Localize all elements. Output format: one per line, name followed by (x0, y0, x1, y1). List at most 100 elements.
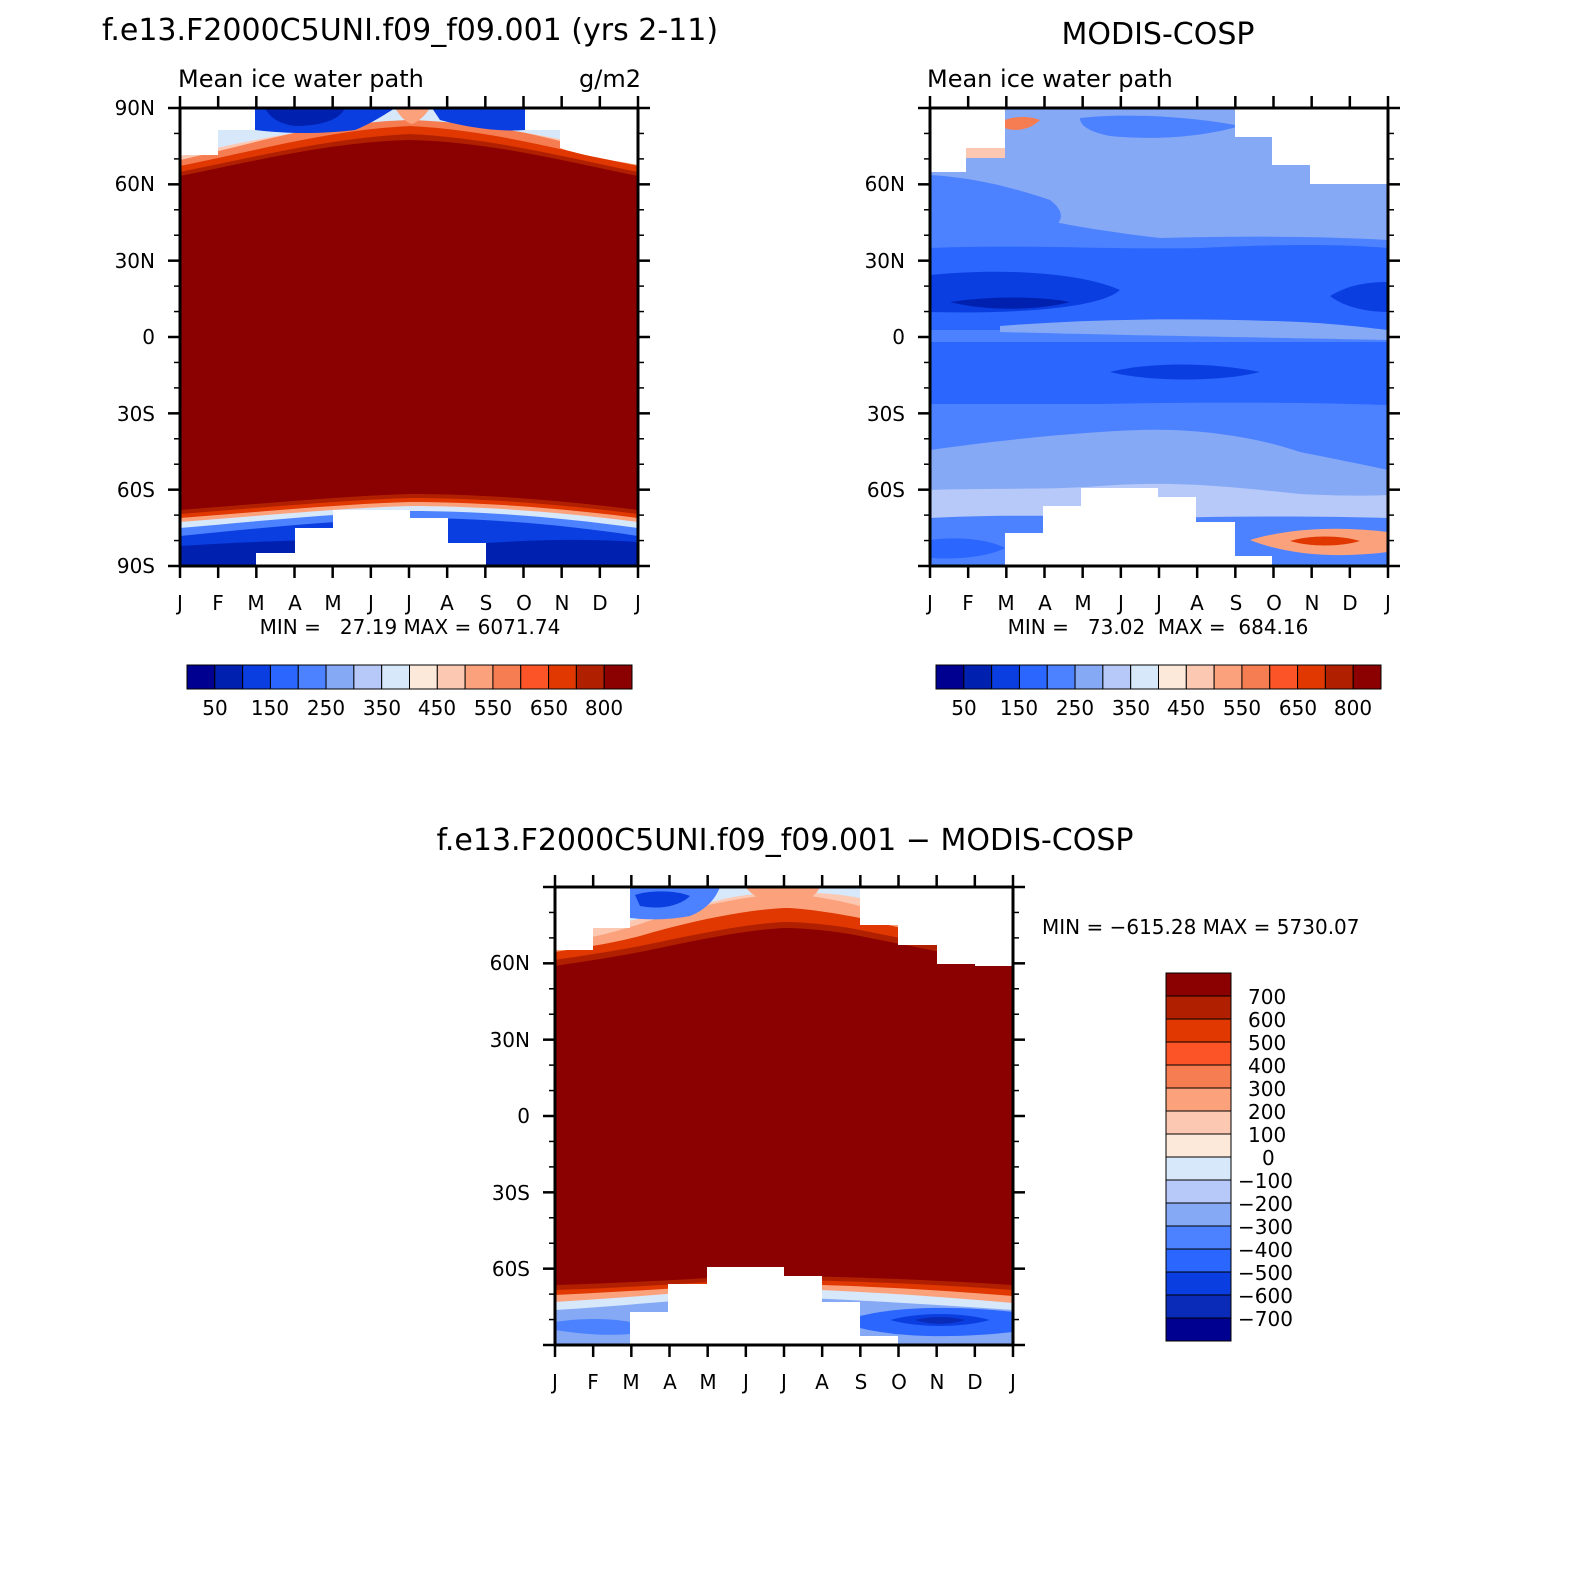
diff-colorbar-label: −700 (1238, 1307, 1293, 1331)
model-field (180, 108, 638, 566)
model-north-region-verylow (265, 108, 345, 126)
colorbar-swatch (1165, 972, 1232, 997)
colorbar-swatch (214, 664, 244, 690)
model-colorbar-labels: 50 150 250 350 450 550 650 800 (202, 696, 623, 720)
diff-x-tick-label: O (891, 1370, 907, 1394)
colorbar-swatch (1165, 1202, 1232, 1227)
obs-x-tick-label: D (1342, 591, 1357, 615)
model-colorbar-label: 450 (418, 696, 456, 720)
diff-field (555, 887, 1013, 1345)
model-variable-label: Mean ice water path (178, 65, 424, 93)
model-y-tick-label: 30S (117, 402, 155, 426)
obs-ticks (918, 96, 1400, 578)
model-units-label: g/m2 (579, 65, 641, 93)
obs-region-arctic-peak (1005, 117, 1040, 130)
diff-colorbar-label: −500 (1238, 1261, 1293, 1285)
diff-colorbar-label: 700 (1248, 985, 1286, 1009)
model-x-tick-label: N (555, 591, 570, 615)
diff-y-tick-label: 60N (490, 951, 530, 975)
diff-south-missing (630, 1267, 898, 1345)
obs-y-tick-label: 0 (892, 325, 905, 349)
diff-x-tick-label: J (779, 1370, 787, 1394)
obs-colorbar (935, 664, 1382, 690)
model-x-tick-label: M (324, 591, 341, 615)
obs-x-tick-labels: J F M A M J J A S O N D J (925, 591, 1391, 615)
obs-region-band-3 (1330, 282, 1388, 312)
obs-x-tick-label: A (1190, 591, 1204, 615)
obs-colorbar-label: 650 (1279, 696, 1317, 720)
diff-x-tick-label: M (699, 1370, 716, 1394)
model-x-tick-label: D (592, 591, 607, 615)
model-colorbar-label: 800 (585, 696, 623, 720)
diff-x-tick-label: S (855, 1370, 868, 1394)
model-colorbar-label: 150 (251, 696, 289, 720)
diff-min-max: MIN = −615.28 MAX = 5730.07 (1042, 915, 1360, 939)
diff-x-tick-label: F (587, 1370, 599, 1394)
model-x-tick-label: J (404, 591, 412, 615)
model-north-region-low-2 (432, 108, 525, 131)
obs-x-tick-label: M (1074, 591, 1091, 615)
diff-south-neg-2 (555, 1319, 630, 1335)
obs-region-arctic-warm (966, 148, 1005, 158)
colorbar-swatch (1165, 1110, 1232, 1135)
obs-x-tick-label: S (1230, 591, 1243, 615)
diff-x-tick-label: J (741, 1370, 749, 1394)
diff-north-missing (555, 887, 1013, 966)
colorbar-swatch (1297, 664, 1326, 690)
diff-x-tick-label: D (967, 1370, 982, 1394)
colorbar-swatch (436, 664, 466, 690)
colorbar-swatch (1165, 1133, 1232, 1158)
obs-region-north-blob (1080, 115, 1240, 138)
colorbar-swatch (1213, 664, 1243, 690)
colorbar-swatch (1269, 664, 1299, 690)
diff-colorbar-label: −600 (1238, 1284, 1293, 1308)
colorbar-swatch (1130, 664, 1159, 690)
obs-y-tick-labels: 60N 30N 0 30S 60S (865, 172, 905, 502)
colorbar-swatch (1241, 664, 1271, 690)
obs-title: MODIS-COSP (1061, 17, 1254, 52)
colorbar-swatch (1165, 1041, 1232, 1066)
model-x-tick-label: M (247, 591, 264, 615)
diff-colorbar-label: 500 (1248, 1031, 1286, 1055)
obs-colorbar-label: 150 (1000, 696, 1038, 720)
diff-y-tick-labels: 60N 30N 0 30S 60S (490, 951, 530, 1281)
model-x-tick-label: J (175, 591, 183, 615)
obs-colorbar-label: 800 (1334, 696, 1372, 720)
colorbar-swatch (353, 664, 383, 690)
colorbar-swatch (1158, 664, 1187, 690)
model-south-missing (256, 510, 486, 566)
model-colorbar-label: 50 (202, 696, 227, 720)
colorbar-swatch (1165, 1225, 1232, 1250)
obs-colorbar-label: 550 (1223, 696, 1261, 720)
model-colorbar-label: 550 (474, 696, 512, 720)
colorbar-swatch (1165, 1018, 1232, 1043)
obs-min-max: MIN = 73.02 MAX = 684.16 (1008, 615, 1309, 639)
diff-colorbar-label: 0 (1262, 1146, 1275, 1170)
model-y-tick-labels: 90N 60N 30N 0 30S 60S 90S (115, 96, 155, 578)
diff-colorbar-label: −300 (1238, 1215, 1293, 1239)
obs-region-high-core (1290, 536, 1360, 546)
model-colorbar-label: 650 (530, 696, 568, 720)
colorbar-swatch (1165, 1156, 1232, 1181)
colorbar-swatch (1165, 1317, 1232, 1342)
model-x-tick-label: O (516, 591, 532, 615)
model-region-high (180, 108, 638, 566)
diff-y-tick-label: 60S (492, 1257, 530, 1281)
colorbar-swatch (963, 664, 993, 690)
obs-south-missing (1005, 488, 1272, 566)
obs-colorbar-labels: 50 150 250 350 450 550 650 800 (951, 696, 1372, 720)
colorbar-swatch (1074, 664, 1104, 690)
model-y-tick-label: 60N (115, 172, 155, 196)
model-x-tick-label: F (212, 591, 224, 615)
diff-colorbar-label: −200 (1238, 1192, 1293, 1216)
colorbar-swatch (381, 664, 410, 690)
diff-x-tick-label: M (622, 1370, 639, 1394)
model-x-tick-label: A (288, 591, 302, 615)
colorbar-swatch (991, 664, 1020, 690)
colorbar-swatch (1165, 1064, 1232, 1089)
model-x-tick-label: A (440, 591, 454, 615)
model-north-missing (180, 108, 638, 165)
diff-x-tick-label: J (1008, 1370, 1016, 1394)
diff-colorbar-label: 100 (1248, 1123, 1286, 1147)
model-panel: f.e13.F2000C5UNI.f09_f09.001 (yrs 2-11) … (102, 13, 718, 720)
